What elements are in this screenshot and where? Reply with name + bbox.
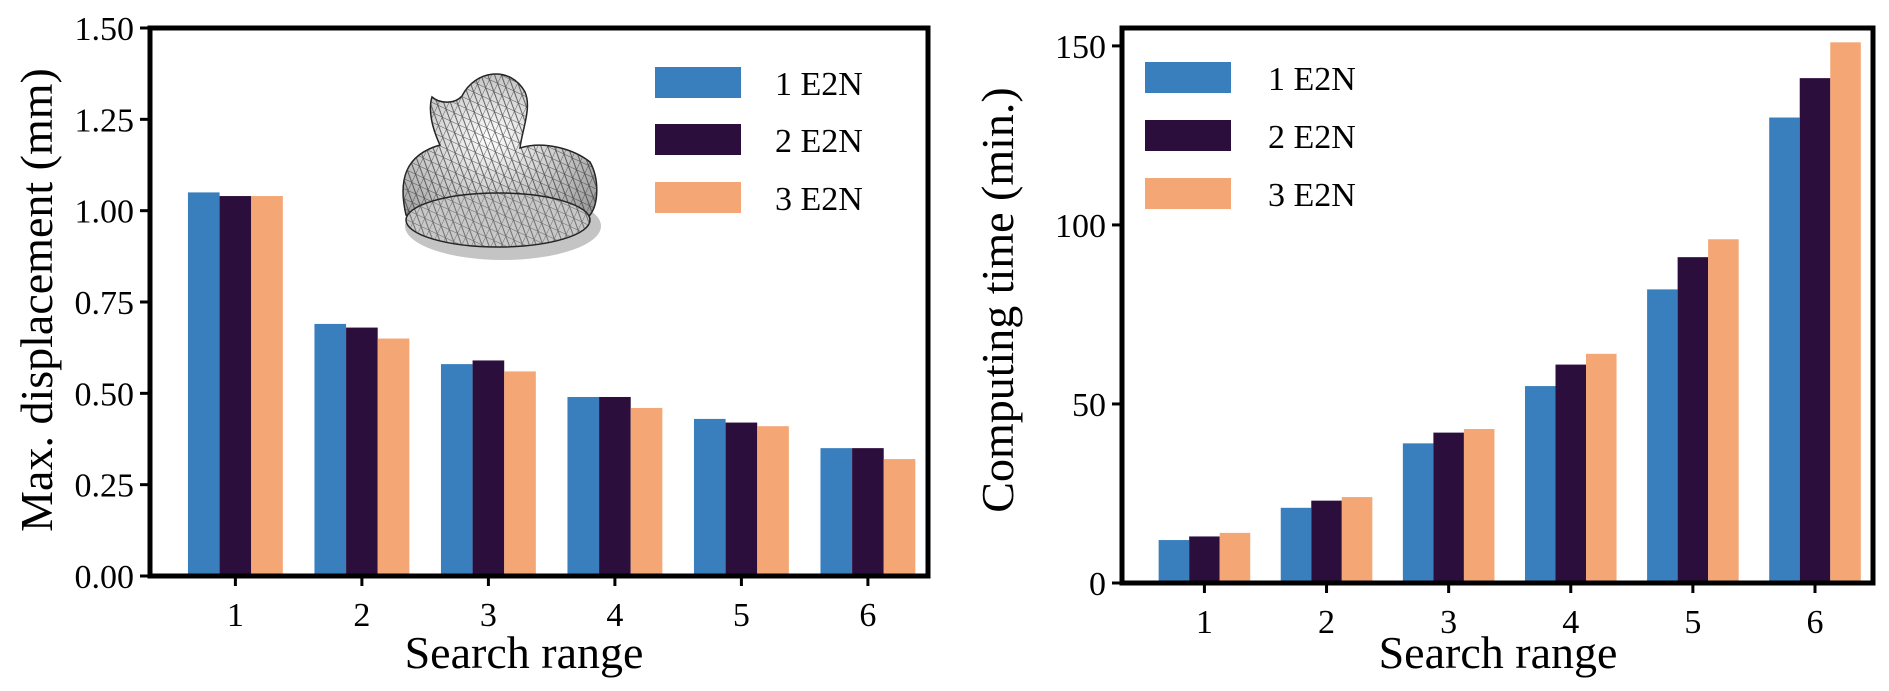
bar-2-e2n-range-2	[346, 327, 378, 576]
y-tick-label: 1.25	[75, 102, 135, 139]
bar-3-e2n-range-6	[1830, 42, 1861, 584]
bars	[187, 192, 916, 576]
x-tick-label: 2	[353, 597, 370, 634]
x-tick-label: 3	[1440, 604, 1457, 641]
bar-2-e2n-range-6	[1799, 78, 1831, 584]
legend-label-3e2n: 3 E2N	[775, 181, 863, 218]
bar-1-e2n-range-1	[1158, 540, 1190, 583]
bar-3-e2n-range-3	[1463, 429, 1495, 583]
x-axis-title: Search range	[1379, 627, 1618, 678]
x-ticks: 1 2 3 4 5 6	[1196, 583, 1823, 641]
x-tick-label: 4	[606, 597, 623, 634]
legend-label-1e2n: 1 E2N	[1268, 61, 1356, 98]
x-axis-title: Search range	[405, 627, 644, 678]
x-tick-label: 1	[227, 597, 244, 634]
bar-2-e2n-range-5	[1677, 257, 1709, 583]
y-axis-title: Max. displacement (mm)	[11, 68, 62, 532]
bar-1-e2n-range-6	[820, 448, 853, 576]
x-tick-label: 6	[859, 597, 876, 634]
y-ticks: 0 50 100 150	[1055, 29, 1122, 603]
x-tick-label: 3	[480, 597, 497, 634]
bar-3-e2n-range-1	[251, 196, 283, 576]
duck-mesh-inset	[402, 73, 601, 260]
x-ticks: 1 2 3 4 5 6	[227, 576, 876, 634]
plot-frame	[1119, 25, 1876, 586]
y-tick-label: 0.00	[75, 559, 135, 596]
bar-2-e2n-range-5	[725, 422, 758, 576]
bar-3-e2n-range-6	[883, 459, 916, 576]
bar-3-e2n-range-4	[1586, 353, 1617, 583]
y-tick-label: 150	[1055, 29, 1106, 66]
legend-label-2e2n: 2 E2N	[1268, 119, 1356, 156]
bar-1-e2n-range-5	[1647, 289, 1678, 583]
bars	[1158, 42, 1861, 584]
y-tick-label: 0	[1089, 566, 1106, 603]
y-tick-label: 0.50	[75, 376, 135, 413]
x-tick-label: 6	[1806, 604, 1823, 641]
bar-1-e2n-range-3	[440, 364, 473, 576]
legend-swatch-3e2n	[655, 182, 741, 213]
bar-3-e2n-range-1	[1219, 532, 1251, 583]
computing-time-chart: Computing time (min.) Search range 05010…	[972, 25, 1876, 678]
bar-3-e2n-range-2	[377, 338, 410, 576]
bar-3-e2n-range-5	[757, 426, 789, 576]
bar-2-e2n-range-2	[1311, 500, 1342, 583]
y-ticks: 0.00 0.25 0.50 0.75 1.00 1.25 1.50	[75, 11, 150, 596]
bar-3-e2n-range-2	[1341, 497, 1373, 583]
bar-2-e2n-range-1	[219, 196, 252, 576]
bar-2-e2n-range-4	[1555, 364, 1587, 583]
legend-swatch-2e2n	[1145, 120, 1231, 151]
bar-2-e2n-range-6	[852, 448, 884, 576]
y-axis-title: Computing time (min.)	[972, 87, 1023, 512]
legend: 1 E2N 2 E2N 3 E2N	[655, 66, 863, 218]
y-tick-label: 0.25	[75, 468, 135, 505]
bar-2-e2n-range-1	[1189, 536, 1220, 583]
legend-swatch-2e2n	[655, 124, 741, 155]
x-tick-label: 4	[1562, 604, 1579, 641]
bar-2-e2n-range-4	[599, 396, 631, 576]
bar-1-e2n-range-4	[567, 396, 600, 576]
bar-1-e2n-range-6	[1769, 117, 1800, 584]
bar-1-e2n-range-1	[187, 192, 220, 576]
legend: 1 E2N 2 E2N 3 E2N	[1145, 61, 1356, 214]
displacement-chart: Max. displacement (mm) Search range 0.00…	[11, 11, 931, 678]
bar-3-e2n-range-3	[504, 371, 536, 576]
x-tick-label: 5	[733, 597, 750, 634]
x-tick-label: 5	[1684, 604, 1701, 641]
legend-label-2e2n: 2 E2N	[775, 123, 863, 160]
bar-2-e2n-range-3	[1433, 432, 1464, 583]
bar-3-e2n-range-4	[630, 407, 663, 576]
bar-1-e2n-range-2	[314, 323, 347, 576]
bar-2-e2n-range-3	[472, 360, 505, 576]
bar-1-e2n-range-2	[1280, 507, 1312, 583]
y-tick-label: 50	[1072, 387, 1106, 424]
legend-label-1e2n: 1 E2N	[775, 66, 863, 103]
bar-1-e2n-range-4	[1524, 386, 1556, 583]
bar-3-e2n-range-5	[1708, 239, 1739, 584]
bar-1-e2n-range-3	[1402, 443, 1434, 583]
plot-frame	[147, 25, 931, 579]
legend-swatch-3e2n	[1145, 178, 1231, 209]
y-tick-label: 100	[1055, 208, 1106, 245]
legend-swatch-1e2n	[655, 67, 741, 98]
x-tick-label: 1	[1196, 604, 1213, 641]
bar-1-e2n-range-5	[693, 418, 726, 576]
y-tick-label: 1.00	[75, 194, 135, 231]
x-tick-label: 2	[1318, 604, 1335, 641]
y-tick-label: 0.75	[75, 285, 135, 322]
y-tick-label: 1.50	[75, 11, 135, 48]
legend-swatch-1e2n	[1145, 62, 1231, 93]
legend-label-3e2n: 3 E2N	[1268, 177, 1356, 214]
